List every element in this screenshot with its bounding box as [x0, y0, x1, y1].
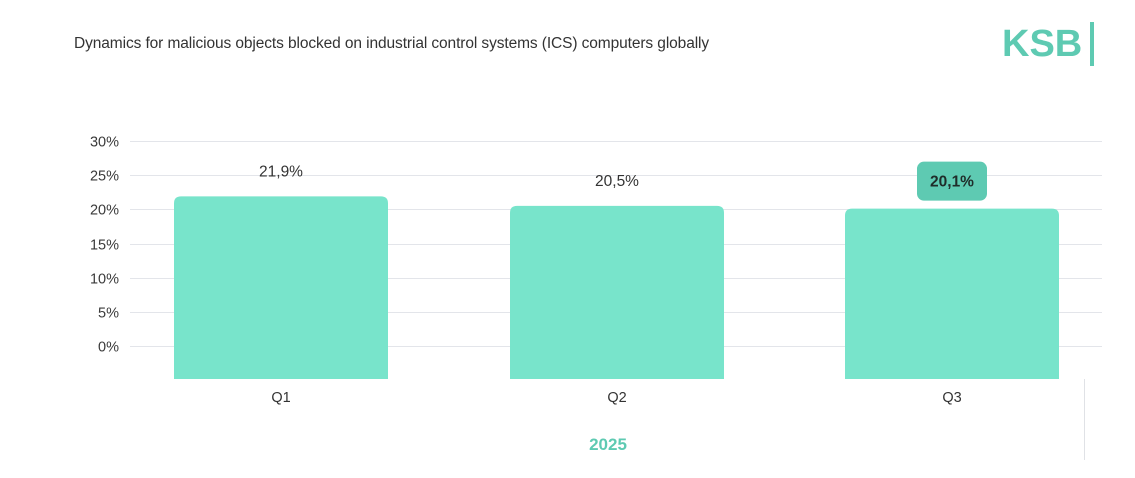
- ksb-logo: KSB: [1002, 22, 1095, 66]
- value-label: 20,5%: [595, 173, 639, 190]
- x-tick-label: Q2: [607, 390, 626, 406]
- x-axis-title: 2025: [589, 435, 627, 454]
- bar-q2: [510, 205, 724, 379]
- chart-title: Dynamics for malicious objects blocked o…: [74, 35, 710, 52]
- value-labels: 21,9% 20,5% 20,1%: [259, 161, 987, 201]
- logo-bar-icon: [1090, 22, 1095, 66]
- y-tick-label: 20%: [90, 203, 119, 219]
- y-tick-label: 15%: [90, 238, 119, 254]
- y-tick-label: 10%: [90, 272, 119, 288]
- x-tick-label: Q3: [942, 390, 961, 406]
- y-axis-ticks: 0% 5% 10% 15% 20% 25% 30%: [90, 135, 119, 356]
- bar-q3: [845, 208, 1059, 379]
- y-tick-label: 25%: [90, 169, 119, 185]
- logo-text: KSB: [1002, 23, 1083, 65]
- x-tick-label: Q1: [271, 390, 290, 406]
- highlight-badge: [917, 161, 987, 201]
- x-axis-labels: Q1 Q2 Q3: [271, 390, 961, 406]
- value-label: 20,1%: [930, 174, 974, 191]
- value-label: 21,9%: [259, 163, 303, 180]
- y-tick-label: 30%: [90, 135, 119, 151]
- y-tick-label: 0%: [98, 340, 119, 356]
- bars: [174, 196, 1059, 379]
- bar-q1: [174, 196, 388, 379]
- y-tick-label: 5%: [98, 306, 119, 322]
